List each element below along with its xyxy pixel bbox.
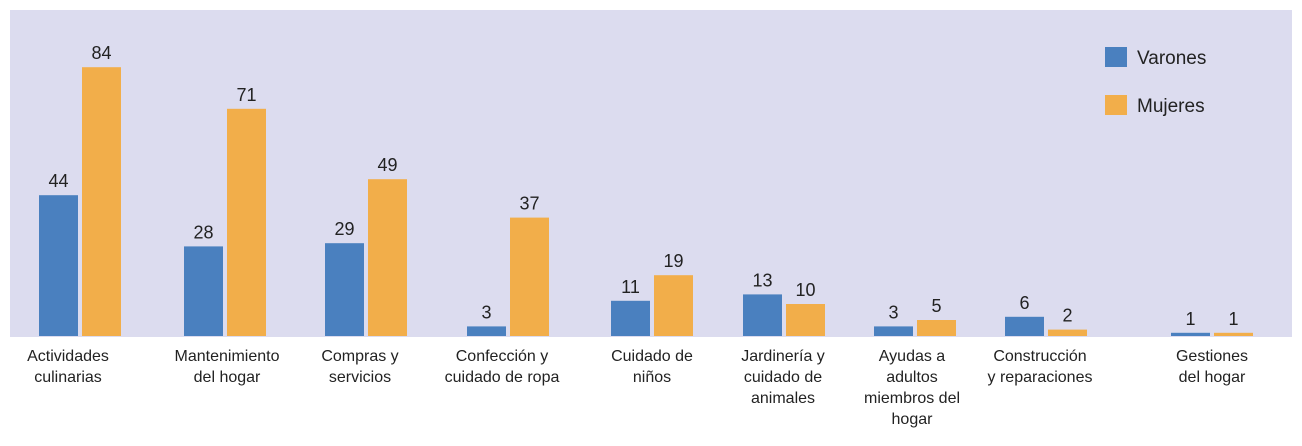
bar bbox=[654, 275, 693, 336]
bar bbox=[611, 300, 650, 336]
value-label: 13 bbox=[752, 270, 772, 290]
plot-background bbox=[10, 10, 1292, 337]
bar bbox=[1005, 316, 1044, 336]
x-tick-label: Compras y servicios bbox=[321, 348, 399, 386]
bar bbox=[39, 195, 78, 336]
value-label: 84 bbox=[91, 43, 111, 63]
x-tick-label: Gestiones del hogar bbox=[1175, 348, 1249, 386]
value-label: 6 bbox=[1019, 293, 1029, 313]
value-label: 44 bbox=[48, 171, 68, 191]
bar bbox=[82, 67, 121, 336]
value-label: 3 bbox=[888, 302, 898, 322]
bar bbox=[1214, 332, 1253, 336]
value-label: 10 bbox=[795, 280, 815, 300]
value-label: 28 bbox=[193, 222, 213, 242]
value-label: 19 bbox=[663, 251, 683, 271]
x-tick-label: Cuidado de niños bbox=[611, 348, 693, 386]
bar bbox=[510, 217, 549, 336]
x-tick-label: Jardinería y cuidado de animales bbox=[741, 348, 825, 407]
bar bbox=[184, 246, 223, 336]
legend-swatch bbox=[1105, 95, 1127, 115]
value-label: 71 bbox=[236, 85, 256, 105]
bar bbox=[325, 243, 364, 336]
value-label: 1 bbox=[1185, 309, 1195, 329]
bar bbox=[1171, 332, 1210, 336]
bar bbox=[786, 304, 825, 336]
bar bbox=[874, 326, 913, 336]
bar bbox=[467, 326, 506, 336]
legend-label: Mujeres bbox=[1137, 96, 1205, 117]
x-tick-label: Ayudas a adultos miembros del hogar bbox=[863, 348, 961, 428]
value-label: 49 bbox=[377, 155, 397, 175]
bar bbox=[917, 320, 956, 336]
bar bbox=[227, 108, 266, 336]
value-label: 29 bbox=[334, 219, 354, 239]
legend-label: Varones bbox=[1137, 48, 1206, 69]
value-label: 2 bbox=[1062, 306, 1072, 326]
bar bbox=[1048, 329, 1087, 336]
legend-swatch bbox=[1105, 47, 1127, 67]
value-label: 11 bbox=[621, 277, 640, 297]
value-label: 1 bbox=[1228, 309, 1238, 329]
x-tick-label: Confección y cuidado de ropa bbox=[444, 348, 560, 386]
value-label: 5 bbox=[931, 296, 941, 316]
x-tick-label: Mantenimiento del hogar bbox=[174, 348, 280, 386]
value-label: 3 bbox=[481, 302, 491, 322]
x-tick-label: Actividades culinarias bbox=[27, 348, 109, 386]
bar bbox=[368, 179, 407, 336]
x-tick-label: Construcción y reparaciones bbox=[987, 348, 1093, 386]
bar bbox=[743, 294, 782, 336]
value-label: 37 bbox=[519, 194, 539, 214]
